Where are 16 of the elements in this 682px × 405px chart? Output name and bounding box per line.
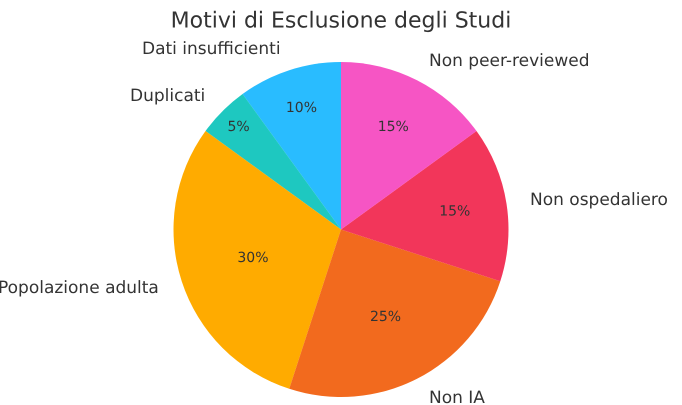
slice-label: Non ospedaliero — [530, 190, 668, 210]
slice-label: Non IA — [429, 388, 486, 405]
data-label: 5% — [227, 119, 250, 136]
data-label: 15% — [378, 118, 409, 135]
pie-slice — [205, 94, 341, 230]
chart-title: Motivi di Esclusione degli Studi — [170, 8, 512, 34]
data-label: 30% — [237, 250, 269, 266]
slice-label: Dati insufficienti — [142, 39, 281, 59]
data-label: 25% — [370, 308, 402, 325]
slice-label: Duplicati — [130, 86, 206, 106]
slice-label: Popolazione adulta — [0, 278, 159, 298]
pie-slice — [174, 131, 341, 389]
data-label: 15% — [439, 203, 470, 220]
pie-slice — [341, 131, 508, 282]
slice-label: Non peer-reviewed — [429, 51, 590, 71]
data-label: 10% — [286, 100, 318, 116]
